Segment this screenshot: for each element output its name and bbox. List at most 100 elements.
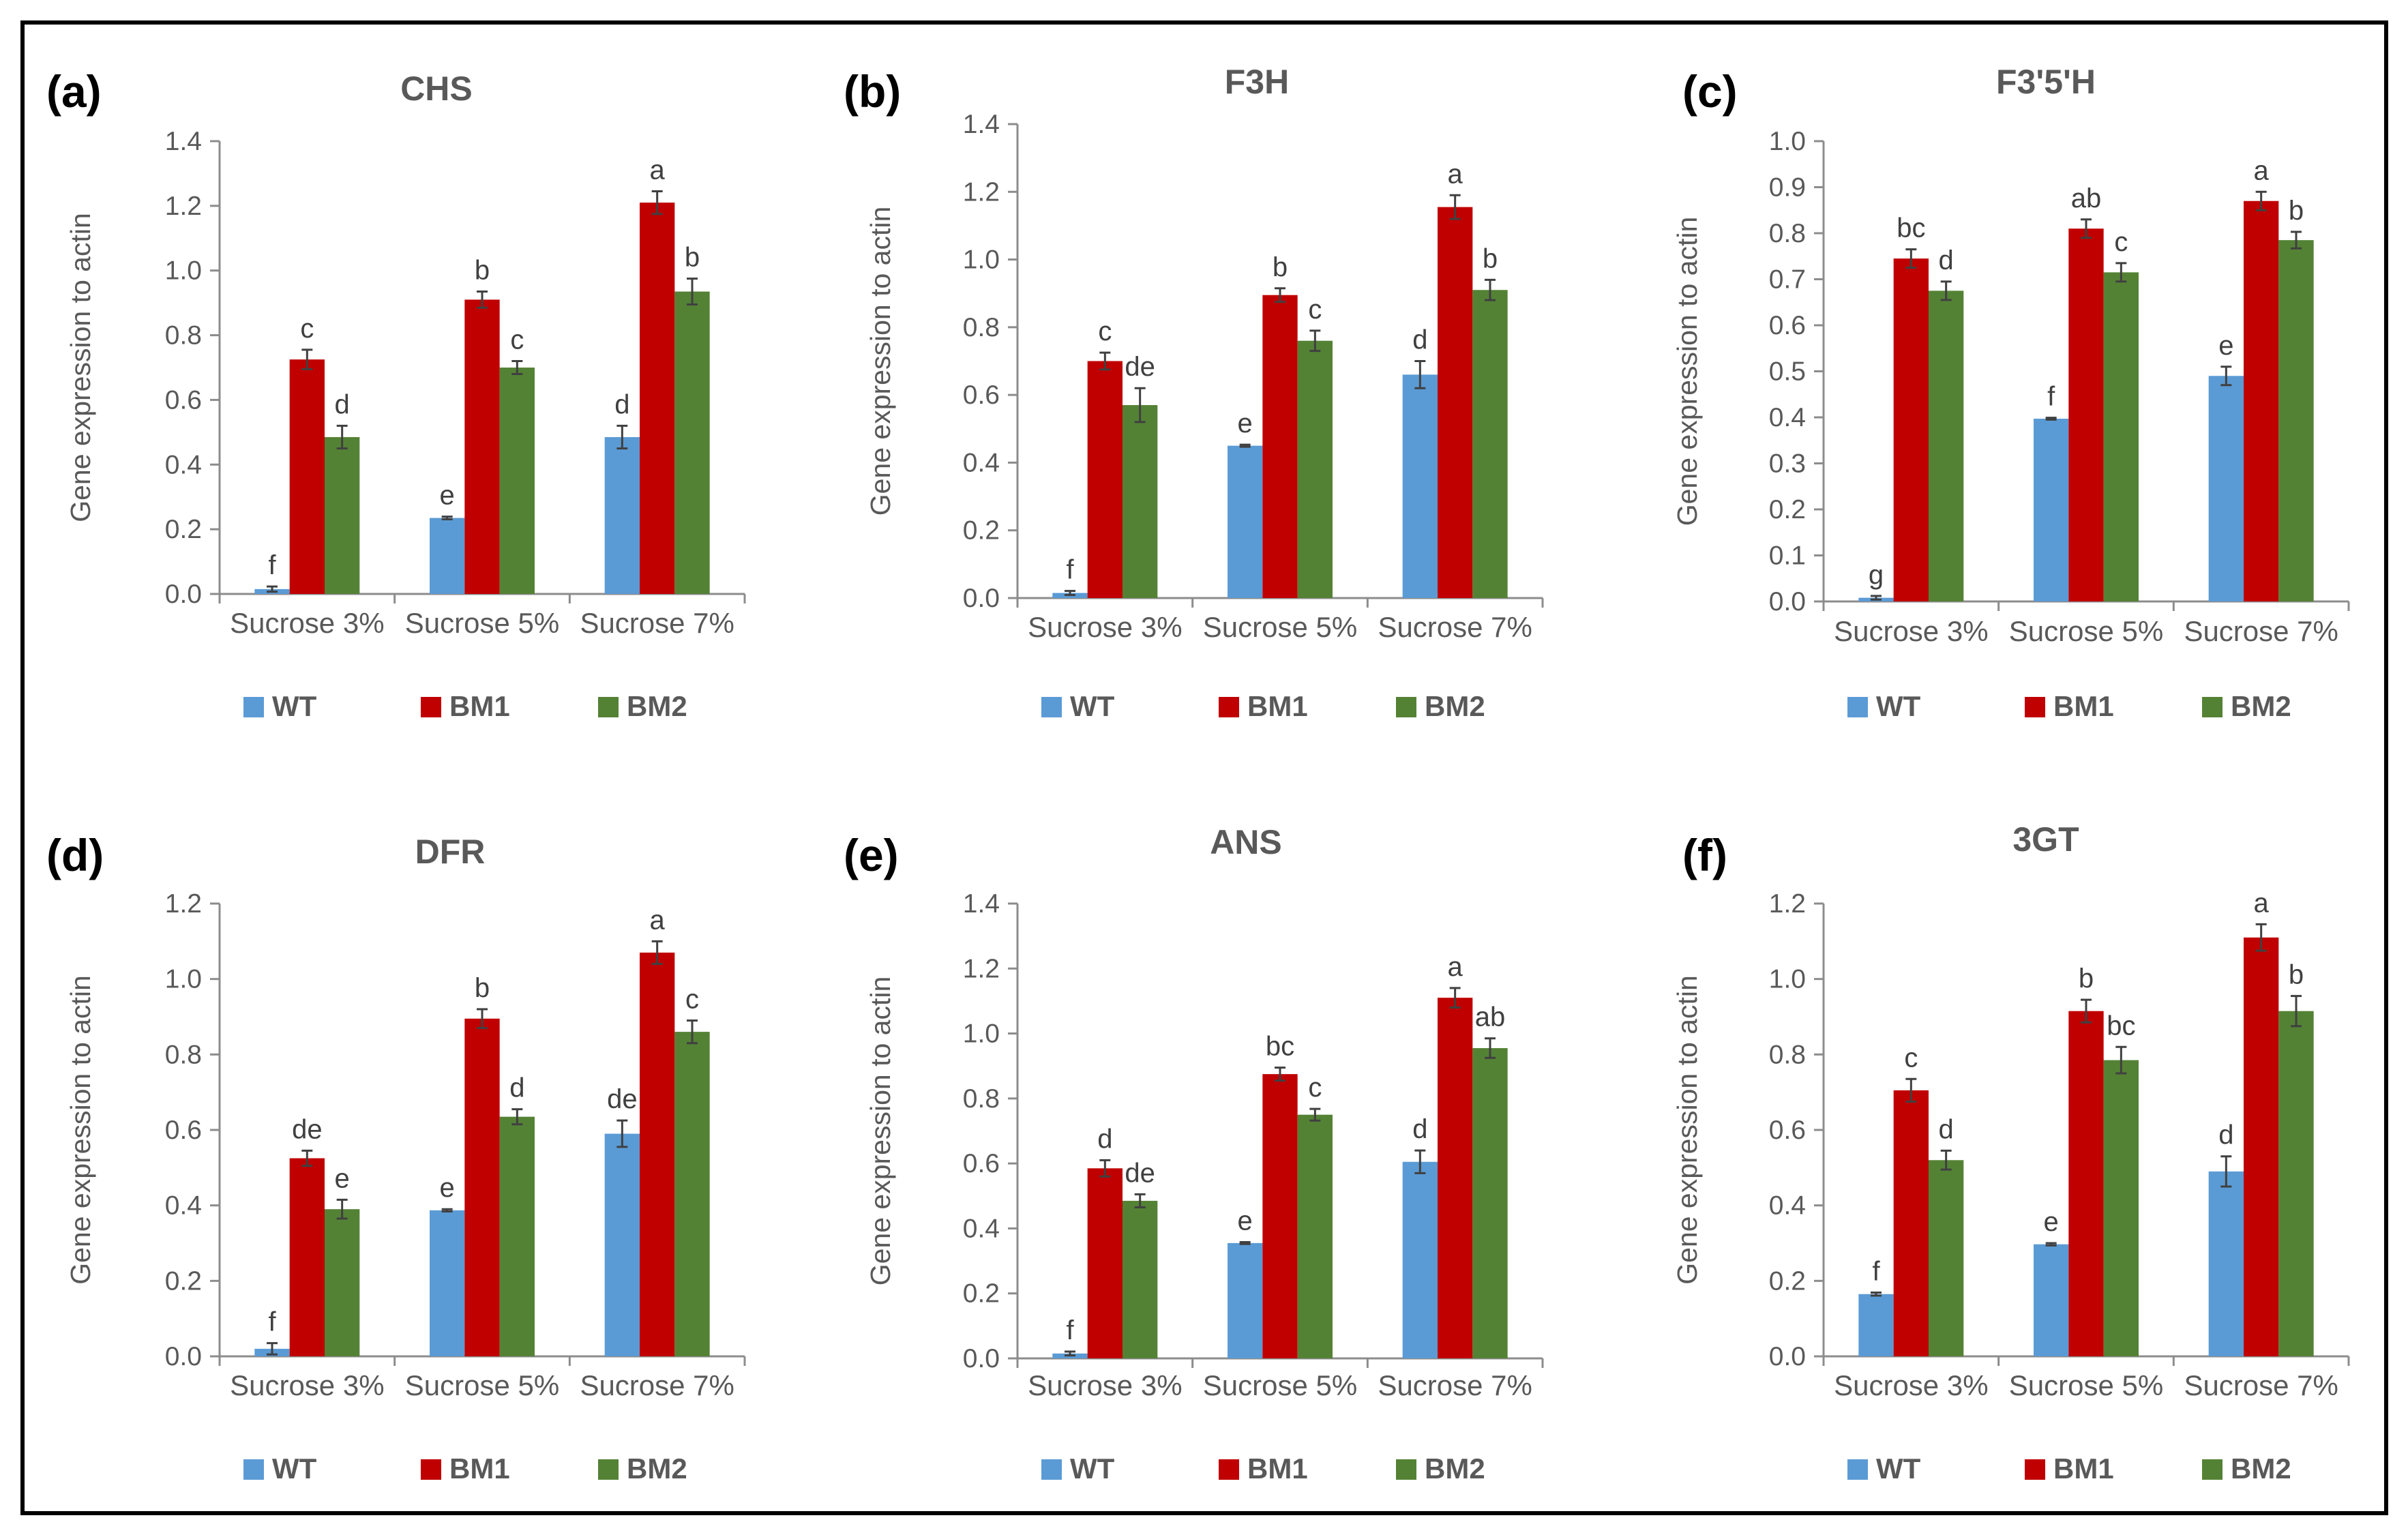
significance-label: d xyxy=(1412,325,1427,355)
bar-wt xyxy=(1228,445,1263,598)
category-label: Sucrose 3% xyxy=(1028,1369,1182,1401)
significance-label: f xyxy=(1066,555,1074,585)
panel-letter: (d) xyxy=(46,830,104,880)
bar-wt xyxy=(1402,1161,1438,1358)
y-tick-label: 0.2 xyxy=(1769,1266,1806,1296)
y-tick-label: 0.4 xyxy=(963,1214,1000,1243)
significance-label: c xyxy=(300,314,314,344)
bar-bm2 xyxy=(2103,1060,2139,1356)
panels: (a) CHS 0.0 0.2 0.4 0.6 0.8 1.0 1.2 1.4 Sucrose 3%… xyxy=(46,63,2350,1485)
bar-bm1 xyxy=(640,203,675,595)
legend-swatch xyxy=(243,697,264,717)
legend-swatch xyxy=(1396,1459,1416,1480)
bar-wt xyxy=(1858,1294,1894,1356)
significance-label: g xyxy=(1869,560,1884,590)
legend-label: BM1 xyxy=(1247,1452,1308,1485)
y-axis-label: Gene expression to actin xyxy=(865,977,896,1286)
bar-bm2 xyxy=(499,1116,535,1356)
bar-wt xyxy=(430,518,465,594)
chart-title: DFR xyxy=(415,833,486,871)
bar-bm2 xyxy=(1123,405,1158,598)
bar-bm1 xyxy=(2068,228,2104,601)
legend-swatch xyxy=(2202,1459,2223,1480)
category-label: Sucrose 3% xyxy=(230,1369,384,1401)
legend-label: BM2 xyxy=(627,1452,687,1485)
bar-bm2 xyxy=(1929,290,1964,601)
bar-wt xyxy=(1228,1242,1263,1358)
y-tick-label: 0.8 xyxy=(963,313,1000,342)
legend-swatch xyxy=(1219,697,1239,717)
bar-wt xyxy=(2034,1244,2069,1356)
chart-panel: (e) ANS 0.0 0.2 0.4 0.6 0.8 1.0 1.2 1.4 Sucrose 3%… xyxy=(844,823,1544,1485)
significance-label: c xyxy=(1308,295,1322,325)
legend-label: WT xyxy=(272,1452,317,1485)
significance-label: ab xyxy=(1475,1002,1506,1032)
legend-swatch xyxy=(598,1459,619,1480)
bar-bm2 xyxy=(1929,1160,1964,1356)
legend-swatch xyxy=(1219,1459,1239,1480)
y-axis-label: Gene expression to actin xyxy=(1671,975,1703,1285)
y-tick-label: 0.6 xyxy=(963,381,1000,410)
y-tick-label: 0.4 xyxy=(963,448,1000,477)
bar-bm2 xyxy=(674,1032,710,1356)
y-tick-label: 0.8 xyxy=(165,1040,202,1069)
y-tick-label: 1.4 xyxy=(963,889,1000,919)
significance-label: bc xyxy=(1897,213,1925,243)
panel-letter: (c) xyxy=(1682,66,1738,117)
y-tick-label: 0.8 xyxy=(1769,219,1806,248)
legend-label: BM2 xyxy=(627,690,687,722)
y-tick-label: 0.4 xyxy=(165,450,202,479)
y-tick-label: 1.2 xyxy=(1769,889,1806,919)
y-tick-label: 1.0 xyxy=(1769,127,1806,156)
legend-swatch xyxy=(1847,697,1868,717)
y-tick-label: 0.0 xyxy=(963,584,1000,613)
significance-label: e xyxy=(2218,331,2233,361)
significance-label: a xyxy=(650,905,666,935)
bar-bm1 xyxy=(1087,1168,1123,1358)
y-tick-label: 0.2 xyxy=(165,515,202,544)
legend-swatch xyxy=(2202,697,2223,717)
significance-label: a xyxy=(2254,888,2270,918)
chart-panel: (d) DFR 0.0 0.2 0.4 0.6 0.8 1.0 1.2 Sucrose 3% Suc… xyxy=(46,830,746,1485)
significance-label: e xyxy=(440,481,455,511)
legend-swatch xyxy=(2025,697,2045,717)
legend-swatch xyxy=(2025,1459,2045,1480)
bar-bm2 xyxy=(325,436,360,594)
y-tick-label: 0.6 xyxy=(1769,311,1806,340)
significance-label: e xyxy=(1238,408,1253,438)
significance-label: d xyxy=(1939,1114,1954,1144)
category-label: Sucrose 7% xyxy=(2184,615,2338,647)
y-tick-label: 1.0 xyxy=(963,245,1000,275)
y-tick-label: 0.6 xyxy=(165,1116,202,1145)
legend-label: WT xyxy=(1876,1452,1921,1485)
y-tick-label: 0.8 xyxy=(963,1084,1000,1114)
legend-swatch xyxy=(421,1459,441,1480)
panel-letter: (a) xyxy=(46,66,102,117)
legend-label: BM1 xyxy=(449,1452,510,1485)
panel-letter: (b) xyxy=(844,66,901,117)
y-tick-label: 1.0 xyxy=(165,965,202,994)
y-tick-label: 1.0 xyxy=(963,1019,1000,1049)
y-axis-label: Gene expression to actin xyxy=(65,975,96,1285)
significance-label: bc xyxy=(1266,1032,1294,1062)
y-tick-label: 0.6 xyxy=(1769,1116,1806,1145)
chart-title: 3GT xyxy=(2012,820,2079,859)
bar-bm1 xyxy=(2244,200,2279,601)
significance-label: c xyxy=(1904,1043,1918,1073)
bar-bm1 xyxy=(1438,998,1473,1358)
significance-label: e xyxy=(440,1173,455,1203)
y-tick-label: 0.8 xyxy=(165,321,202,351)
y-tick-label: 0.9 xyxy=(1769,173,1806,203)
category-label: Sucrose 3% xyxy=(230,607,384,639)
y-tick-label: 0.7 xyxy=(1769,265,1806,295)
significance-label: f xyxy=(268,1307,276,1337)
category-label: Sucrose 5% xyxy=(405,607,559,639)
bar-bm2 xyxy=(2278,1011,2314,1356)
significance-label: c xyxy=(685,985,699,1015)
y-tick-label: 0.2 xyxy=(963,516,1000,546)
legend-label: BM2 xyxy=(1425,690,1485,722)
figure-frame xyxy=(20,20,2388,1515)
legend-label: WT xyxy=(1876,690,1921,722)
significance-label: f xyxy=(1872,1256,1880,1286)
